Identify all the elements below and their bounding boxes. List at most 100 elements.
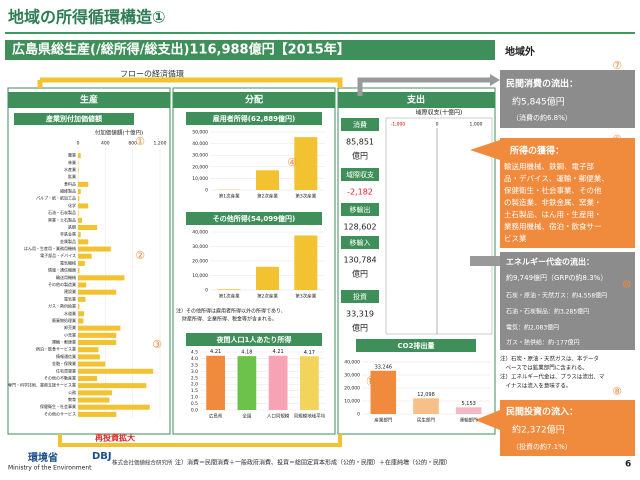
category-label: 鉱業 xyxy=(68,173,76,179)
y-tick-label: 30,000 xyxy=(192,244,208,250)
footer-ministry-en: Ministry of the Environment xyxy=(8,465,92,472)
data-label: 12,098 xyxy=(417,392,435,398)
bar xyxy=(217,289,241,290)
footer-dbj: DBJ xyxy=(92,451,112,462)
balance-axis: 0 xyxy=(436,122,439,128)
marker: ⑦ xyxy=(612,59,622,72)
y-tick-label: 0.0 xyxy=(191,408,198,414)
marker: ⑫ xyxy=(367,375,378,388)
category-label: 第3次産業 xyxy=(295,193,316,200)
marker: ③ xyxy=(152,338,162,351)
label: 約5,845億円 xyxy=(512,96,565,108)
x-tick-label: 800 xyxy=(128,141,137,147)
data-label: 4.18 xyxy=(241,350,252,356)
arrow xyxy=(470,256,500,266)
category-label: 全国 xyxy=(242,413,251,420)
y-tick-label: 3.0 xyxy=(191,369,198,375)
note: イナスは流入を意味する。 xyxy=(500,382,571,390)
label: 業務用機械、宿泊・飲食サー xyxy=(504,221,602,231)
marker: ④ xyxy=(287,156,297,169)
y-tick-label: 20,000 xyxy=(192,164,208,170)
bar xyxy=(78,375,98,381)
unit: 億円 xyxy=(352,269,368,279)
footer-note: 注）消費＝民間消費＋一般政府消費、投資＝総固定資本形成（公的・民間）＋在庫純増（… xyxy=(175,459,451,467)
category-label: 住宅賃貸業 xyxy=(56,367,76,373)
title: 地域の所得循環構造① xyxy=(8,8,166,27)
y-tick-label: 10,000 xyxy=(192,273,208,279)
data-label: 4.21 xyxy=(273,349,284,355)
bar xyxy=(78,217,83,223)
y-tick-label: 40,000 xyxy=(192,141,208,147)
banner-bg xyxy=(5,40,495,60)
bar xyxy=(78,246,111,252)
bar xyxy=(78,232,81,238)
y-tick-label: 50,000 xyxy=(192,130,208,136)
bar xyxy=(78,167,79,173)
data-label: 4.21 xyxy=(210,349,221,355)
x-tick-label: 1,200 xyxy=(154,141,167,147)
bar xyxy=(78,339,117,346)
y-tick-label: 4.5 xyxy=(191,350,198,356)
bar xyxy=(78,318,84,324)
box-orange xyxy=(500,400,635,456)
category-label: 情報・通信機器 xyxy=(48,267,76,273)
category-label: 農業 xyxy=(68,152,76,158)
bar xyxy=(294,137,318,190)
category-label: 食料品 xyxy=(64,180,76,186)
footer-company: 株式会社価値総合研究所 xyxy=(112,459,173,467)
data-label: 4.17 xyxy=(304,350,315,356)
sub-header xyxy=(14,113,134,125)
category-label: 教育 xyxy=(68,396,76,402)
label: 約9,749億円（GRPの約8.3%） xyxy=(506,273,607,282)
category-label: 公務 xyxy=(68,389,76,395)
bar xyxy=(78,260,85,266)
data-label: 5,153 xyxy=(462,401,476,407)
y-tick-label: 0 xyxy=(205,188,208,194)
bar xyxy=(370,370,397,414)
bar xyxy=(78,311,85,317)
category-label: 水産業 xyxy=(64,166,76,172)
marker: ⑨⑪ xyxy=(607,231,628,244)
y-tick-label: 1.0 xyxy=(191,395,198,401)
label: 移輸入 xyxy=(350,238,371,247)
category-label: 広島県 xyxy=(209,413,223,420)
label-bg xyxy=(341,236,379,249)
category-label: 第2次産業 xyxy=(257,293,278,300)
category-label: 石油・石炭製品 xyxy=(48,209,76,215)
label: 電気：約2,083億円 xyxy=(506,324,559,332)
note: 注）石炭・原油・天然ガスは、本データ xyxy=(500,355,599,363)
y-tick-label: 0.5 xyxy=(191,401,198,407)
bar xyxy=(78,361,106,367)
col-title: 分配 xyxy=(245,94,263,106)
bar xyxy=(78,304,80,310)
category-label: 廃棄物処理業 xyxy=(52,317,76,323)
y-tick-label: 3.5 xyxy=(191,362,198,368)
category-label: 運輸・郵便業 xyxy=(52,339,76,345)
category-label: 繊維製品 xyxy=(60,188,76,194)
category-label: ガス・熱供給業 xyxy=(48,303,76,309)
note: ベースでは鉱業部門に含まれる。 xyxy=(500,364,588,372)
label: 域際収支 xyxy=(346,170,374,179)
y-tick-label: 40,000 xyxy=(344,360,360,366)
y-tick-label: 0 xyxy=(205,288,208,294)
category-label: 窯業・土石製品 xyxy=(48,216,76,222)
category-label: 第2次産業 xyxy=(257,193,278,200)
note: 注）エネルギー代金は、プラスは流出、マ xyxy=(500,373,605,381)
reinvest-arrow xyxy=(58,434,342,447)
bar xyxy=(455,407,482,414)
bar xyxy=(237,356,257,410)
bar xyxy=(78,224,98,231)
x-tick-label: 0 xyxy=(77,141,80,147)
marker: ② xyxy=(135,249,145,262)
bar xyxy=(78,354,100,360)
category-label: 電子部品・デバイス xyxy=(40,252,76,258)
note: 財産所得、企業所得、税金等が含まれる。 xyxy=(182,316,277,323)
category-label: 民生部門 xyxy=(417,417,435,424)
label: （投資の約7.1%） xyxy=(512,442,572,451)
category-label: はん用・生産用・業務用機械 xyxy=(24,245,76,251)
value: 128,602 xyxy=(343,223,376,232)
category-label: 保健衛生・社会事業 xyxy=(40,403,76,409)
label: 石油・石炭製品：約3,285億円 xyxy=(506,308,589,316)
label: エネルギー代金の流出： xyxy=(506,257,594,267)
value: -2,182 xyxy=(347,188,373,197)
